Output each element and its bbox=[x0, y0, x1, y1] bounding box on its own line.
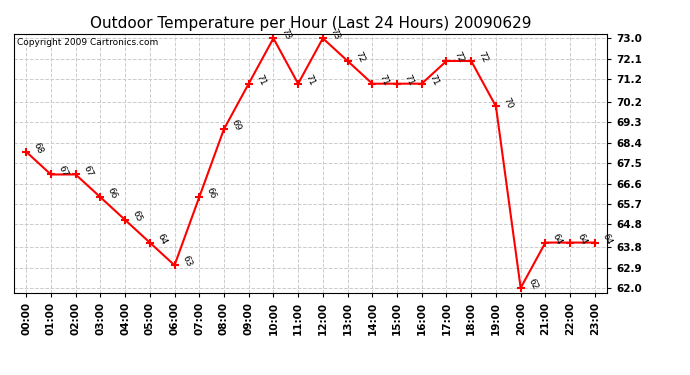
Text: 72: 72 bbox=[452, 50, 465, 64]
Text: 71: 71 bbox=[304, 73, 317, 87]
Text: 73: 73 bbox=[328, 27, 342, 42]
Text: 70: 70 bbox=[502, 96, 515, 110]
Text: 68: 68 bbox=[32, 141, 45, 155]
Text: 71: 71 bbox=[254, 73, 267, 87]
Text: 65: 65 bbox=[130, 209, 144, 223]
Text: 62: 62 bbox=[526, 277, 539, 291]
Text: 66: 66 bbox=[106, 186, 119, 201]
Text: 64: 64 bbox=[551, 232, 564, 246]
Text: 64: 64 bbox=[575, 232, 589, 246]
Text: 67: 67 bbox=[57, 164, 70, 178]
Text: 69: 69 bbox=[230, 118, 242, 132]
Text: 71: 71 bbox=[427, 73, 440, 87]
Text: Copyright 2009 Cartronics.com: Copyright 2009 Cartronics.com bbox=[17, 38, 158, 46]
Text: 63: 63 bbox=[180, 254, 193, 268]
Text: 67: 67 bbox=[81, 164, 94, 178]
Title: Outdoor Temperature per Hour (Last 24 Hours) 20090629: Outdoor Temperature per Hour (Last 24 Ho… bbox=[90, 16, 531, 31]
Text: 72: 72 bbox=[477, 50, 490, 64]
Text: 64: 64 bbox=[155, 232, 168, 246]
Text: 73: 73 bbox=[279, 27, 292, 42]
Text: 66: 66 bbox=[205, 186, 218, 201]
Text: 64: 64 bbox=[600, 232, 613, 246]
Text: 71: 71 bbox=[402, 73, 415, 87]
Text: 72: 72 bbox=[353, 50, 366, 64]
Text: 71: 71 bbox=[378, 73, 391, 87]
